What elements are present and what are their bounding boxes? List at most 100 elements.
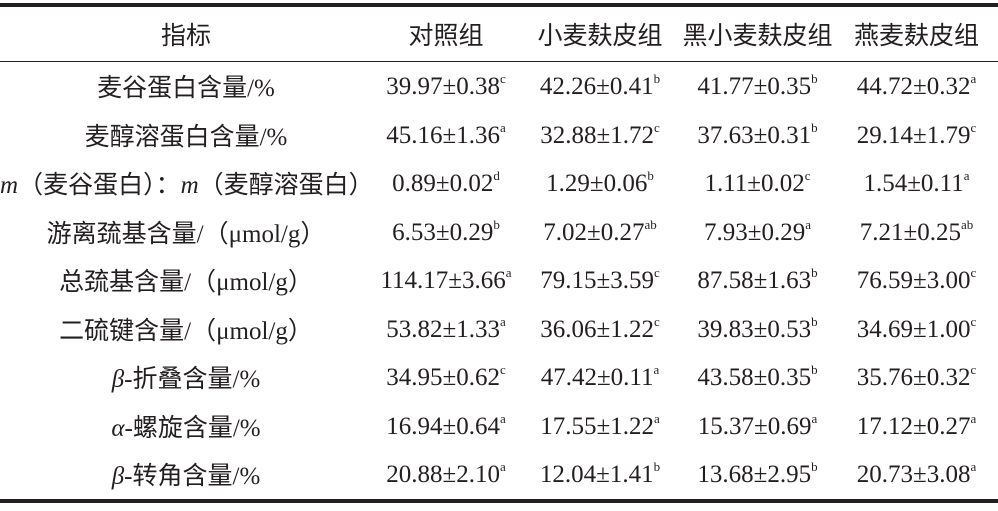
- mean-sd: 79.15±3.59: [540, 267, 654, 295]
- mean-sd: 17.12±0.27: [856, 412, 971, 440]
- significance-letter: b: [811, 71, 818, 87]
- row-label: 总巯基含量/（μmol/g）: [59, 269, 313, 297]
- significance-letter: d: [493, 168, 500, 184]
- mean-sd: 37.63±0.31: [697, 121, 812, 149]
- significance-letter: c: [653, 119, 660, 135]
- mean-sd: 35.76±0.32: [856, 364, 971, 392]
- value-cell: 1.54±0.11a: [835, 159, 998, 208]
- mean-sd: 16.94±0.64: [386, 412, 500, 440]
- significance-letter: a: [811, 410, 818, 426]
- mean-sd: 13.68±2.95: [697, 461, 812, 489]
- row-label: β-转角含量/%: [111, 463, 261, 491]
- significance-letter: a: [499, 410, 506, 426]
- mean-sd: 45.16±1.36: [386, 121, 500, 149]
- mean-sd: 1.11±0.02: [704, 170, 805, 198]
- mean-sd: 43.58±0.35: [697, 364, 812, 392]
- value-cell: 16.94±0.64a: [372, 402, 520, 451]
- mean-sd: 6.53±0.29: [392, 218, 494, 246]
- value-cell: 34.95±0.62c: [372, 353, 520, 402]
- mean-sd: 114.17±3.66: [380, 267, 506, 295]
- significance-letter: c: [804, 168, 811, 184]
- significance-letter: b: [811, 265, 818, 281]
- table-row: α-螺旋含量/% 16.94±0.64a 17.55±1.22a 15.37±0.69…: [0, 402, 998, 451]
- value-cell: 37.63±0.31b: [680, 111, 835, 160]
- significance-letter: a: [499, 313, 506, 329]
- mean-sd: 12.04±1.41: [539, 461, 654, 489]
- table-row: m（麦谷蛋白）：m（麦醇溶蛋白） 0.89±0.02d 1.29±0.06b 1.11…: [0, 159, 998, 208]
- significance-letter: b: [811, 313, 818, 329]
- value-cell: 17.55±1.22a: [520, 402, 680, 451]
- value-cell: 34.69±1.00c: [835, 305, 998, 354]
- value-cell: 47.42±0.11a: [520, 353, 680, 402]
- table-row: 二硫键含量/（μmol/g） 53.82±1.33a 36.06±1.22c 39.8…: [0, 305, 998, 354]
- significance-letter: b: [811, 362, 818, 378]
- mean-sd: 7.02±0.27: [543, 218, 645, 246]
- row-label: 麦醇溶蛋白含量/%: [84, 123, 288, 151]
- significance-letter: c: [970, 362, 977, 378]
- significance-letter: a: [970, 71, 977, 87]
- value-cell: 41.77±0.35b: [680, 62, 835, 111]
- value-cell: 7.21±0.25ab: [835, 208, 998, 257]
- table-row: 游离巯基含量/（μmol/g） 6.53±0.29b 7.02±0.27ab 7.93…: [0, 208, 998, 257]
- value-cell: 44.72±0.32a: [835, 62, 998, 111]
- significance-letter: c: [499, 71, 506, 87]
- value-cell: 7.93±0.29a: [680, 208, 835, 257]
- mean-sd: 39.83±0.53: [697, 315, 812, 343]
- significance-letter: c: [653, 265, 660, 281]
- value-cell: 43.58±0.35b: [680, 353, 835, 402]
- table-row: 麦谷蛋白含量/% 39.97±0.38c 42.26±0.41 b 41.77±0.35…: [0, 62, 998, 111]
- row-label: 麦谷蛋白含量/%: [97, 75, 275, 103]
- header-row: 指标 对照组 小麦麸皮组 黑小麦麸皮组 燕麦麸皮组: [0, 5, 998, 62]
- mean-sd: 1.54±0.11: [863, 170, 964, 198]
- table-row: β-折叠含量/% 34.95±0.62c 47.42±0.11a 43.58±0.35…: [0, 353, 998, 402]
- value-cell: 35.76±0.32c: [835, 353, 998, 402]
- header-cell: 小麦麸皮组: [537, 23, 663, 50]
- significance-letter: a: [653, 362, 660, 378]
- mean-sd: 0.89±0.02: [392, 170, 494, 198]
- mean-sd: 20.73±3.08: [856, 461, 971, 489]
- significance-letter: b: [493, 216, 500, 232]
- table-row: 总巯基含量/（μmol/g） 114.17±3.66a 79.15±3.59c 87.…: [0, 256, 998, 305]
- mean-sd: 7.93±0.29: [703, 218, 806, 246]
- significance-letter: a: [970, 459, 977, 475]
- value-cell: 39.83±0.53b: [680, 305, 835, 354]
- header-cell: 指标: [160, 23, 211, 50]
- value-cell: 45.16±1.36a: [372, 111, 520, 160]
- significance-letter: a: [963, 168, 970, 184]
- value-cell: 87.58±1.63b: [680, 256, 835, 305]
- value-cell: 1.11±0.02c: [680, 159, 835, 208]
- value-cell: 15.37±0.69a: [680, 402, 835, 451]
- significance-letter: a: [499, 459, 506, 475]
- mean-sd: 29.14±1.79: [856, 121, 971, 149]
- significance-letter: a: [805, 216, 811, 232]
- value-cell: 1.29±0.06b: [520, 159, 680, 208]
- value-cell: 0.89±0.02d: [372, 159, 520, 208]
- value-cell: 13.68±2.95b: [680, 450, 835, 501]
- value-cell: 39.97±0.38c: [372, 62, 520, 111]
- header-cell: 对照组: [408, 23, 484, 50]
- significance-letter: c: [970, 313, 977, 329]
- significance-letter: a: [499, 119, 506, 135]
- value-cell: 53.82±1.33a: [372, 305, 520, 354]
- value-cell: 114.17±3.66a: [372, 256, 520, 305]
- value-cell: 20.88±2.10a: [372, 450, 520, 501]
- table-body: 麦谷蛋白含量/% 39.97±0.38c 42.26±0.41b 41.77±0.35…: [0, 62, 998, 501]
- significance-letter: a: [653, 410, 660, 426]
- significance-letter: b: [811, 459, 818, 475]
- significance-letter: a: [505, 265, 512, 281]
- mean-sd: 87.58±1.63: [697, 267, 812, 295]
- mean-sd: 42.26±0.41: [539, 73, 654, 101]
- value-cell: 76.59±3.00c: [835, 256, 998, 305]
- value-cell: 36.06±1.22c: [520, 305, 680, 354]
- value-cell: 32.88±1.72c: [520, 111, 680, 160]
- significance-letter: c: [970, 119, 977, 135]
- table-row: 麦醇溶蛋白含量/% 45.16±1.36a 32.88±1.72c 37.63±0.3…: [0, 111, 998, 160]
- mean-sd: 7.21±0.25: [859, 218, 961, 246]
- mean-sd: 44.72±0.32: [856, 73, 971, 101]
- mean-sd: 15.37±0.69: [697, 412, 812, 440]
- value-cell: 29.14±1.79c: [835, 111, 998, 160]
- value-cell: 79.15±3.59c: [520, 256, 680, 305]
- significance-letter: b: [811, 119, 818, 135]
- value-cell: 7.02±0.27ab: [520, 208, 680, 257]
- mean-sd: 41.77±0.35: [697, 73, 812, 101]
